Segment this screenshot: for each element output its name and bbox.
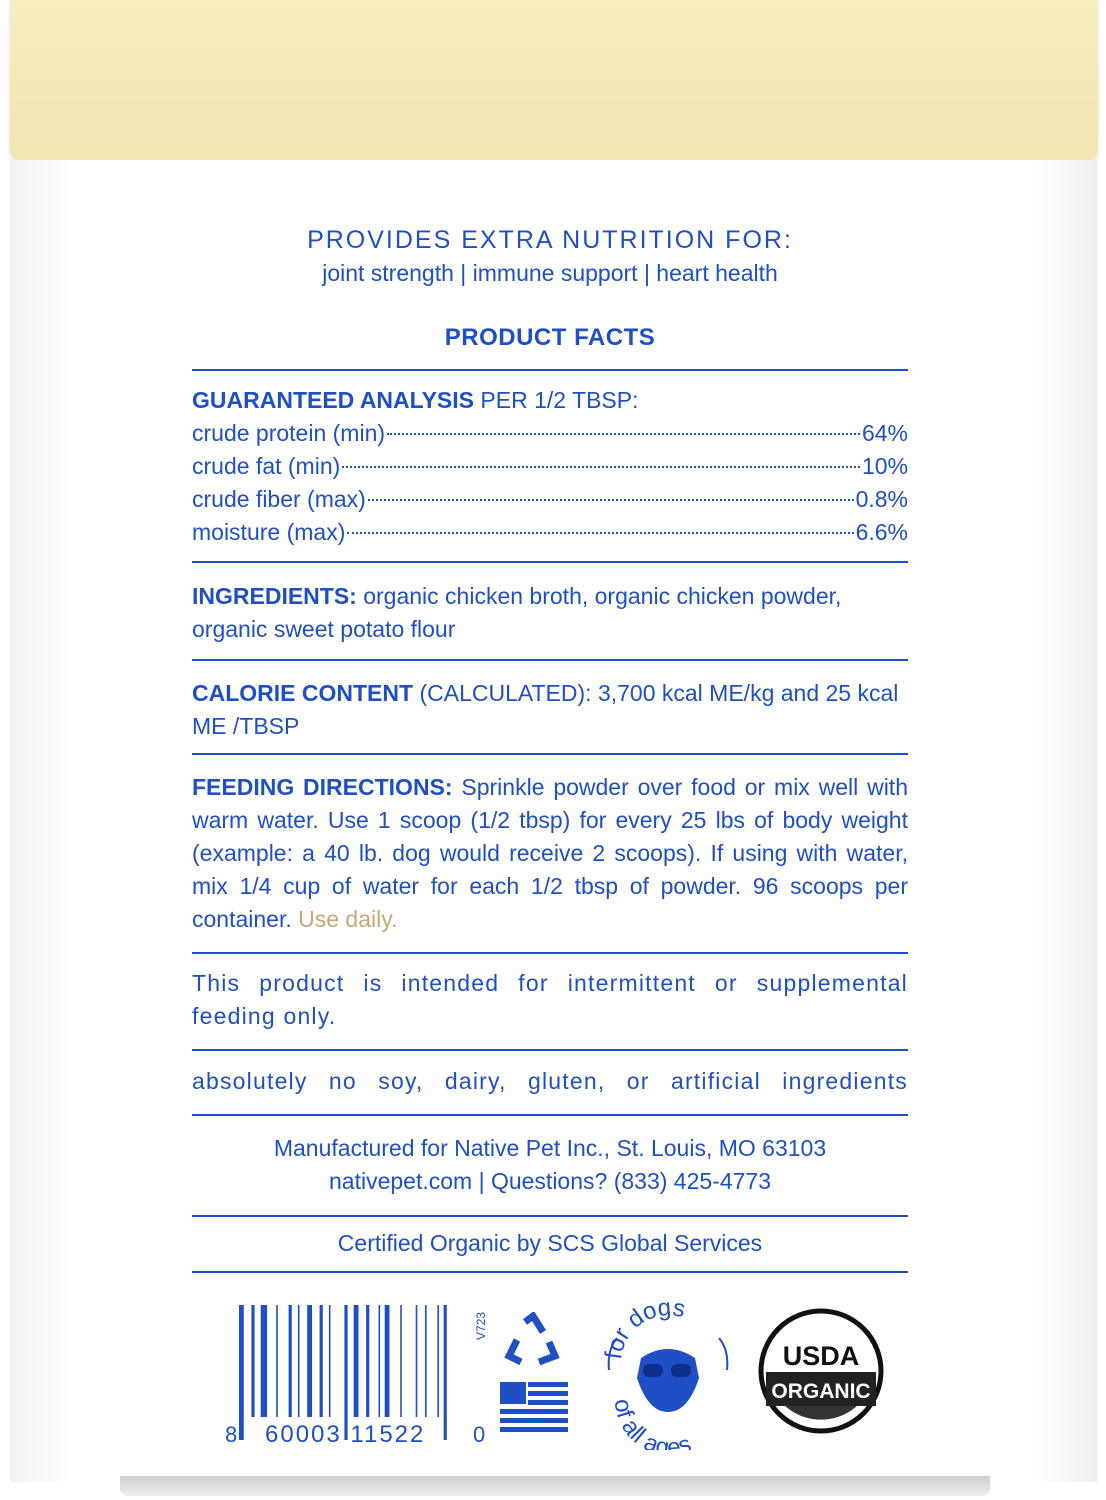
divider [192,952,908,954]
svg-text:0: 0 [473,1422,485,1447]
container-body [10,160,1098,1482]
barcode-bar [378,1305,381,1417]
barcode-bar [328,1305,331,1417]
barcode-bar [276,1305,278,1417]
svg-text:8: 8 [225,1422,237,1447]
ingredients: INGREDIENTS: organic chicken broth, orga… [192,583,842,642]
barcode-bar [239,1305,244,1440]
usa-flag-icon [500,1382,568,1432]
feeding-directions: FEEDING DIRECTIONS: Sprinkle powder over… [192,774,908,932]
container-lid [10,0,1098,160]
svg-text:USDA: USDA [783,1341,860,1371]
barcode-bar [425,1305,427,1417]
barcode-bar [297,1305,300,1417]
certification-text: Certified Organic by SCS Global Services [337,1230,763,1256]
barcode-bar [251,1305,255,1417]
svg-text:60003 11522: 60003 11522 [265,1421,425,1448]
divider [192,1049,908,1051]
supplemental-notice: This product is intended for intermitten… [192,970,908,1029]
barcode-bar [384,1305,390,1417]
barcode: 8 60003 11522 0 V723 [225,1305,488,1448]
container-base [120,1476,990,1496]
barcode-bar [437,1305,439,1417]
barcode-bar [344,1305,348,1440]
divider [192,1114,908,1116]
contact-line: nativepet.com | Questions? (833) 425-477… [329,1168,771,1194]
analysis-row: crude fiber (max) 0.8% [192,486,908,512]
analysis-per: PER 1/2 TBSP: [474,387,639,413]
barcode-bar [260,1305,268,1417]
barcode-bar [400,1305,402,1417]
divider [192,1215,908,1217]
svg-text:ORGANIC: ORGANIC [771,1380,870,1403]
divider [192,369,908,371]
barcode-bar [288,1305,292,1417]
svg-text:V723: V723 [474,1312,488,1340]
guaranteed-analysis: GUARANTEED ANALYSIS PER 1/2 TBSP: crude … [192,384,908,549]
barcode-bar [319,1305,323,1417]
barcode-bar [366,1305,370,1417]
divider [192,1271,908,1273]
divider [192,561,908,563]
analysis-row: crude fat (min) 10% [192,453,908,479]
usda-organic-seal: USDA ORGANIC [758,1308,884,1434]
analysis-row: crude protein (min) 64% [192,420,908,446]
analysis-label: GUARANTEED ANALYSIS [192,387,474,413]
barcode-bar [415,1305,418,1417]
nutrition-heading: PROVIDES EXTRA NUTRITION FOR: [307,226,793,254]
divider [192,659,908,661]
free-from-text: absolutely no soy, dairy, gluten, or art… [192,1068,908,1094]
divider [192,753,908,755]
for-dogs-of-all-ages-badge: for dogs of all ages [603,1300,729,1450]
barcode-bar [443,1305,447,1440]
analysis-row: moisture (max) 6.6% [192,519,908,545]
manufacturer-line: Manufactured for Native Pet Inc., St. Lo… [273,1135,827,1161]
barcode-bar [307,1305,312,1417]
barcode-bar [353,1305,359,1417]
benefits-text: joint strength | immune support | heart … [322,260,778,286]
product-facts-title: PRODUCT FACTS [444,324,656,351]
recycle-icon [504,1312,560,1366]
calorie-content: CALORIE CONTENT (CALCULATED): 3,700 kcal… [192,680,899,739]
